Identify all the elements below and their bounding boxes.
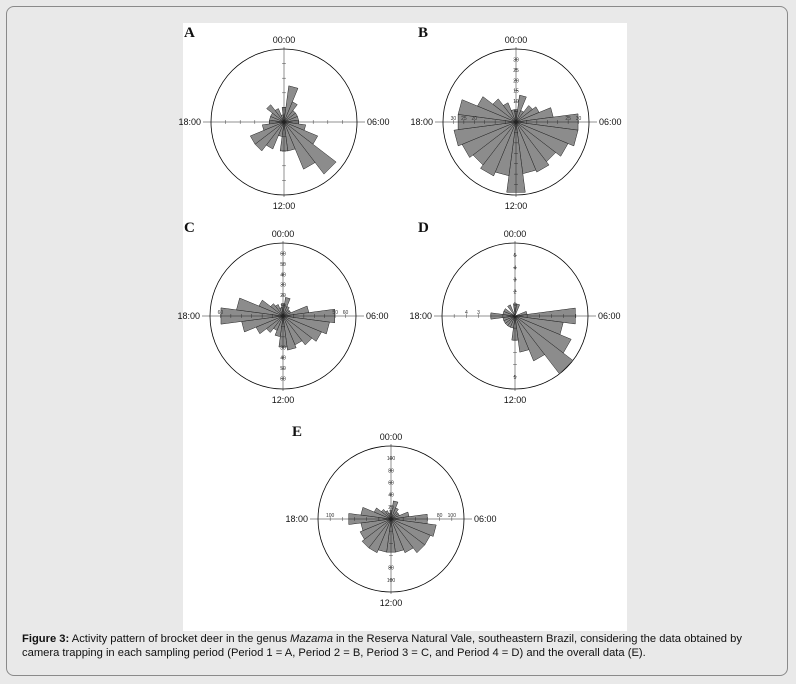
tick-label-b-right-0: 25 [565,116,571,122]
time-label-b-1800: 18:00 [410,117,433,127]
panel-letter-a: A [184,25,195,41]
tick-label-d-left-1: 3 [477,310,480,316]
tick-label-c-right-0: 50 [332,310,338,316]
tick-label-d-left-0: 4 [465,310,468,316]
tick-label-b-top-3: 20 [513,78,519,84]
time-label-d-1800: 18:00 [409,311,432,321]
tick-label-b-top-4: 25 [513,68,519,74]
tick-label-e-top-3: 80 [388,468,394,474]
tick-label-b-left-1: 25 [461,116,467,122]
tick-label-d-top-2: 3 [514,278,517,284]
time-label-a-1200: 12:00 [273,201,296,211]
tick-label-c-top-3: 40 [280,272,286,278]
bar-d-h1 [514,303,521,317]
time-label-b-1200: 12:00 [505,201,528,211]
tick-label-d-top-0: 1 [514,302,517,308]
chart-panel-c: 10 20 30 40 50 60 30 40 50 60 60 50 60 00:00 06:00 12:0… [177,220,388,405]
time-label-c-1800: 18:00 [177,311,200,321]
figure-caption: Figure 3: Activity pattern of brocket de… [22,632,774,660]
panel-letter-e: E [292,424,302,440]
chart-panel-b: 5 10 15 20 25 30 30 25 20 25 30 00:00 06:00 12:00 18:0… [410,25,621,211]
tick-label-d-top-1: 2 [514,290,517,296]
tick-label-c-top-0: 10 [280,304,286,310]
tick-label-d-top-3: 4 [514,265,517,271]
tick-label-e-bottom-0: 80 [388,566,394,572]
panel-letter-b: B [418,25,428,41]
time-label-e-0600: 06:00 [474,514,497,524]
caption-text-2: in the Reserva Natural Vale, southeaster… [22,633,742,659]
tick-label-e-left-0: 100 [326,513,335,519]
tick-label-c-bottom-0: 30 [280,345,286,351]
panel-letter-d: D [418,220,429,236]
time-label-d-0000: 00:00 [504,229,527,239]
bar-e-h23 [388,512,392,520]
chart-panel-d: 1 2 3 4 5 5 4 3 00:00 06:00 12:00 18:00 D [409,220,620,405]
caption-genus: Mazama [290,633,333,645]
tick-label-c-bottom-2: 50 [280,366,286,372]
tick-label-c-left-0: 60 [218,310,224,316]
caption-label: Figure 3: [22,633,70,645]
bar-b-h23 [510,109,517,123]
tick-label-d-top-4: 5 [514,253,517,259]
tick-label-b-top-1: 10 [513,99,519,105]
bar-d-h22 [507,304,516,317]
tick-label-e-top-0: 20 [388,505,394,511]
chart-panel-a: 00:00 06:00 12:00 18:00 A [178,25,389,211]
tick-label-e-top-2: 60 [388,481,394,487]
tick-label-b-left-2: 20 [472,116,478,122]
tick-label-c-top-4: 50 [280,262,286,268]
tick-label-c-bottom-3: 60 [280,377,286,383]
tick-label-c-top-5: 60 [280,251,286,257]
time-label-d-1200: 12:00 [504,395,527,405]
time-label-c-0600: 06:00 [366,311,389,321]
tick-label-c-top-1: 20 [280,293,286,299]
tick-label-e-top-4: 100 [387,456,396,462]
time-label-d-0600: 06:00 [598,311,621,321]
bar-c-h23 [279,307,284,317]
time-label-b-0000: 00:00 [505,35,528,45]
time-label-c-0000: 00:00 [272,229,295,239]
tick-label-d-bottom-0: 5 [514,375,517,381]
tick-label-b-left-0: 30 [451,116,457,122]
bar-d-h20 [503,308,516,317]
time-label-a-0000: 00:00 [273,35,296,45]
caption-text-1: Activity pattern of brocket deer in the … [69,633,291,645]
tick-label-b-right-1: 30 [576,116,582,122]
tick-label-c-top-2: 30 [280,283,286,289]
time-label-e-1200: 12:00 [380,598,403,608]
time-label-a-1800: 18:00 [178,117,201,127]
time-label-a-0600: 06:00 [367,117,390,127]
tick-label-b-top-2: 15 [513,89,519,95]
time-label-c-1200: 12:00 [272,395,295,405]
time-label-e-0000: 00:00 [380,432,403,442]
tick-label-e-bottom-1: 100 [387,578,396,584]
time-label-e-1800: 18:00 [285,514,308,524]
tick-label-b-top-0: 5 [515,110,518,116]
chart-panel-e: 20 40 60 80 100 80 100 100 80 100 00:00 06:00 12:00 1… [285,424,496,608]
tick-label-e-right-1: 100 [448,513,457,519]
panel-letter-c: C [184,220,195,236]
time-label-b-0600: 06:00 [599,117,622,127]
tick-label-c-bottom-1: 40 [280,356,286,362]
tick-label-c-right-1: 60 [343,310,349,316]
tick-label-e-right-0: 80 [437,513,443,519]
tick-label-e-top-1: 40 [388,493,394,499]
bar-a-h23 [280,114,285,123]
tick-label-b-top-5: 30 [513,57,519,63]
